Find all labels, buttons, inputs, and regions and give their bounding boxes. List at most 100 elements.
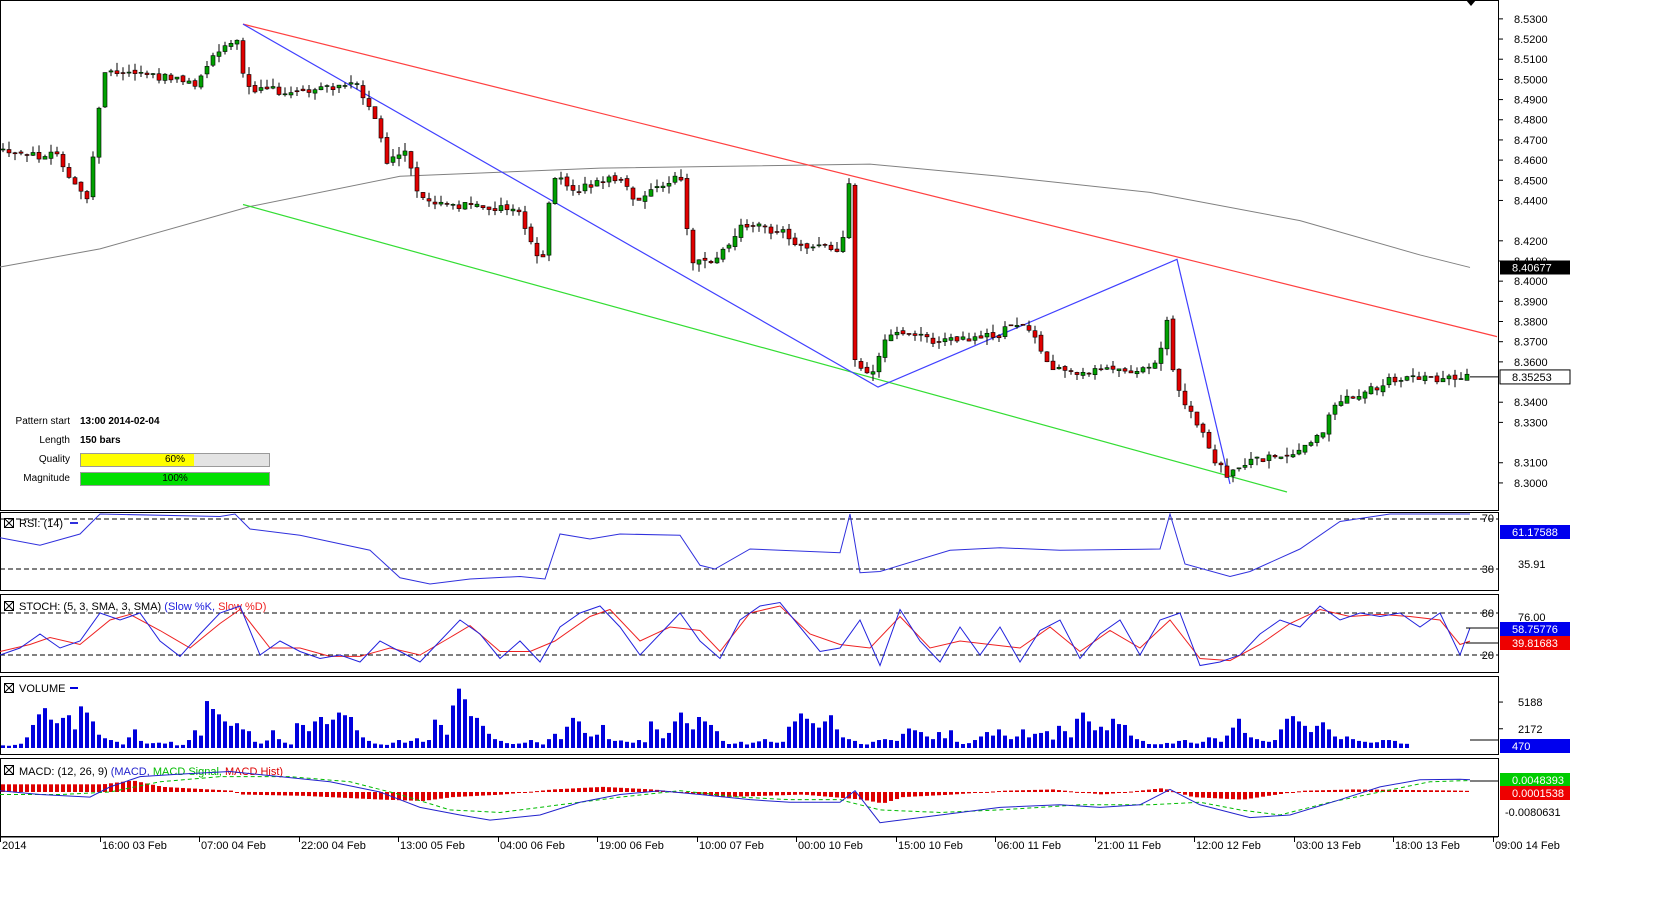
candle-body <box>6 149 12 154</box>
macd-hist-bar <box>1183 792 1187 795</box>
volume-bar <box>679 712 683 748</box>
macd-hist-bar <box>1123 792 1127 793</box>
candle-body <box>264 86 270 90</box>
price-tick-label: 8.3100 <box>1514 458 1548 470</box>
macd-hist-bar <box>79 784 83 792</box>
macd-hist-bar <box>145 783 149 792</box>
macd-hist-bar <box>25 784 29 792</box>
volume-bar <box>631 742 635 748</box>
macd-hist-bar <box>349 792 353 799</box>
candle-body <box>474 203 480 207</box>
candle-body <box>744 224 750 228</box>
macd-hist-bar <box>913 792 917 797</box>
macd-hist-bar <box>499 792 503 795</box>
volume-bar <box>1345 736 1349 748</box>
candle-body <box>1344 395 1350 404</box>
macd-hist-bar <box>1381 789 1385 792</box>
candle-body <box>324 85 330 87</box>
magnitude-bar: 100% <box>80 472 270 486</box>
candle-body <box>564 176 570 187</box>
macd-hist-bar <box>823 792 827 797</box>
volume-bar <box>1111 718 1115 748</box>
candle-body <box>672 175 678 183</box>
candle-body <box>366 98 372 107</box>
volume-bar <box>925 736 929 748</box>
candle-body <box>498 205 504 211</box>
candle-body <box>318 86 324 91</box>
candle-body <box>1212 449 1218 464</box>
volume-bar <box>481 725 485 748</box>
macd-hist-bar <box>595 787 599 792</box>
stoch-k-current-label: 58.75776 <box>1500 622 1570 636</box>
volume-bar <box>1129 735 1133 748</box>
volume-bar <box>643 742 647 748</box>
candle-body <box>468 203 474 205</box>
candle-body <box>1374 387 1380 391</box>
volume-bar <box>1381 740 1385 748</box>
macd-hist-bar <box>181 787 185 792</box>
candle-body <box>804 243 810 249</box>
macd-hist-bar <box>175 787 179 792</box>
macd-hist-bar <box>115 782 119 792</box>
macd-hist-bar <box>1363 789 1367 792</box>
candle-body <box>1284 454 1290 457</box>
volume-bar <box>325 724 329 748</box>
volume-bar <box>523 742 527 748</box>
volume-bar <box>1063 731 1067 748</box>
macd-hist-bar <box>163 786 167 792</box>
macd-hist-bar <box>1219 792 1223 799</box>
macd-hist-bar <box>1003 790 1007 792</box>
macd-hist-bar <box>919 792 923 797</box>
volume-bar <box>1093 730 1097 748</box>
macd-hist-bar <box>895 792 899 800</box>
macd-hist-bar <box>625 788 629 792</box>
macd-hist-bar <box>1237 792 1241 800</box>
magnitude-bar-fill <box>81 473 269 485</box>
candle-body <box>402 150 408 156</box>
volume-bar <box>373 743 377 748</box>
x-tick-label: 06:00 11 Feb <box>997 840 1061 852</box>
volume-bar <box>1183 740 1187 748</box>
volume-bar <box>1081 712 1085 748</box>
volume-bar <box>1135 739 1139 748</box>
candle-body <box>1254 456 1260 459</box>
macd-hist-bar <box>703 792 707 795</box>
candle-body <box>630 187 636 200</box>
x-tick-label: 22:00 04 Feb <box>301 840 366 852</box>
volume-bar <box>667 732 671 748</box>
candle-body <box>150 73 156 75</box>
x-tick-label: 10:00 07 Feb <box>699 840 764 852</box>
price-tick-label: 8.3800 <box>1514 317 1548 329</box>
macd-signal-line <box>0 776 1471 816</box>
macd-hist-bar <box>1393 789 1397 792</box>
volume-bar <box>1201 741 1205 748</box>
volume-bar <box>817 727 821 748</box>
macd-hist-bar <box>907 792 911 797</box>
volume-bar <box>1123 724 1127 748</box>
candle-body <box>1062 366 1068 371</box>
x-tick-label: 16:00 03 Feb <box>102 840 167 852</box>
candle-body <box>1014 325 1020 328</box>
macd-hist-bar <box>451 792 455 798</box>
candle-body <box>1380 385 1386 393</box>
candle-body <box>678 176 684 181</box>
volume-bar <box>79 706 83 748</box>
candle-body <box>1230 469 1236 477</box>
macd-hist-bar <box>469 792 473 797</box>
macd-hist-bar <box>325 792 329 797</box>
volume-bar <box>949 730 953 748</box>
volume-bar <box>601 724 605 748</box>
volume-bar <box>1405 743 1409 748</box>
volume-bar <box>379 744 383 748</box>
macd-hist-bar <box>91 784 95 792</box>
macd-hist-bar <box>241 792 245 795</box>
macd-hist-bar <box>1069 791 1073 793</box>
macd-hist-bar <box>1225 792 1229 799</box>
quality-bar-fill <box>81 454 194 466</box>
volume-bar <box>877 740 881 748</box>
candle-body <box>792 237 798 246</box>
x-tick-label: 09:00 14 Feb <box>1495 840 1560 852</box>
macd-hist-bar <box>631 788 635 792</box>
candle-body <box>774 231 780 233</box>
macd-hist-bar <box>97 784 101 792</box>
